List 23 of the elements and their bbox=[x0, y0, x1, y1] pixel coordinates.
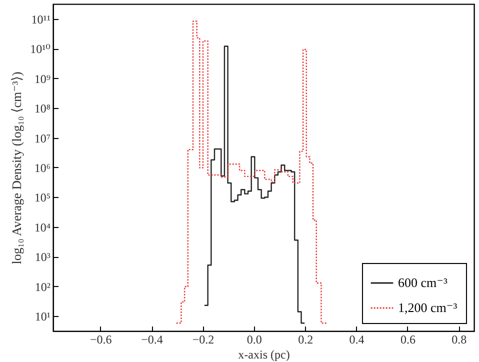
x-tick-label: 0.0 bbox=[246, 332, 262, 346]
legend-label: 600 cm⁻³ bbox=[398, 275, 448, 290]
x-tick-label: −0.2 bbox=[192, 332, 214, 346]
y-axis-title: log₁₀ Average Density (log₁₀ ⟨cm⁻³⟩) bbox=[9, 72, 24, 264]
y-tick-label: 10² bbox=[34, 280, 51, 294]
y-tick-label: 10⁹ bbox=[34, 72, 50, 86]
y-tick-label: 10⁴ bbox=[34, 220, 50, 234]
y-tick-label: 10⁸ bbox=[34, 102, 50, 116]
y-tick-label: 10⁷ bbox=[34, 131, 50, 146]
x-tick-label: 0.2 bbox=[298, 332, 314, 346]
y-tick-label: 10⁵ bbox=[34, 190, 50, 205]
x-tick-label: 0.4 bbox=[349, 332, 364, 346]
y-tick-label: 10¹⁰ bbox=[30, 42, 51, 56]
x-axis-title: x-axis (pc) bbox=[238, 348, 290, 362]
x-tick-label: 0.6 bbox=[400, 332, 416, 346]
y-tick-label: 10⁶ bbox=[34, 160, 50, 175]
x-tick-label: 0.8 bbox=[452, 332, 467, 346]
y-tick-label: 10¹¹ bbox=[31, 12, 51, 26]
x-tick-label: −0.4 bbox=[141, 332, 163, 346]
x-tick-label: −0.6 bbox=[90, 332, 112, 346]
y-tick-label: 10¹ bbox=[34, 310, 51, 324]
legend-label: 1,200 cm⁻³ bbox=[398, 300, 458, 315]
y-tick-label: 10³ bbox=[34, 250, 51, 264]
